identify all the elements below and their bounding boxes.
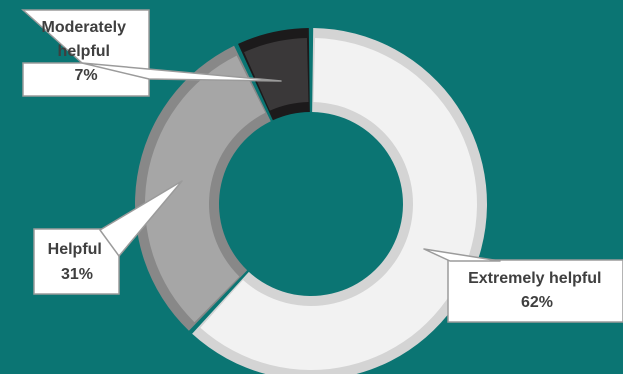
callout-extremely-helpful: Extremely helpful 62%	[423, 248, 623, 323]
donut-slice-face-moderately-helpful	[244, 38, 309, 111]
callout-extremely-helpful-text: Extremely helpful 62%	[468, 270, 606, 311]
callout-extremely-helpful-pointer	[423, 248, 501, 262]
callout-moderately-helpful-line-2: helpful	[58, 43, 110, 60]
callout-extremely-helpful-box	[447, 259, 623, 323]
callout-extremely-helpful-value: 62%	[521, 294, 553, 311]
callout-helpful-box	[33, 228, 120, 295]
callout-helpful-value: 31%	[61, 266, 93, 283]
callout-moderately-helpful: Moderately helpful 7%	[21, 9, 282, 97]
donut-slice-face-extremely-helpful	[200, 38, 477, 370]
callout-moderately-helpful-text: Moderately helpful 7%	[42, 19, 131, 84]
donut-slices	[135, 28, 487, 374]
callout-helpful-label: Helpful	[48, 241, 102, 258]
donut-slice-face-helpful	[144, 55, 266, 323]
callout-moderately-helpful-value: 7%	[74, 67, 97, 84]
callout-helpful-pointer	[99, 180, 183, 257]
callout-extremely-helpful-label: Extremely helpful	[468, 270, 601, 287]
callout-helpful-text: Helpful 31%	[48, 241, 107, 283]
callout-moderately-helpful-line-1: Moderately	[42, 19, 127, 36]
callout-moderately-helpful-pointer	[81, 62, 282, 82]
callout-helpful: Helpful 31%	[33, 180, 183, 295]
